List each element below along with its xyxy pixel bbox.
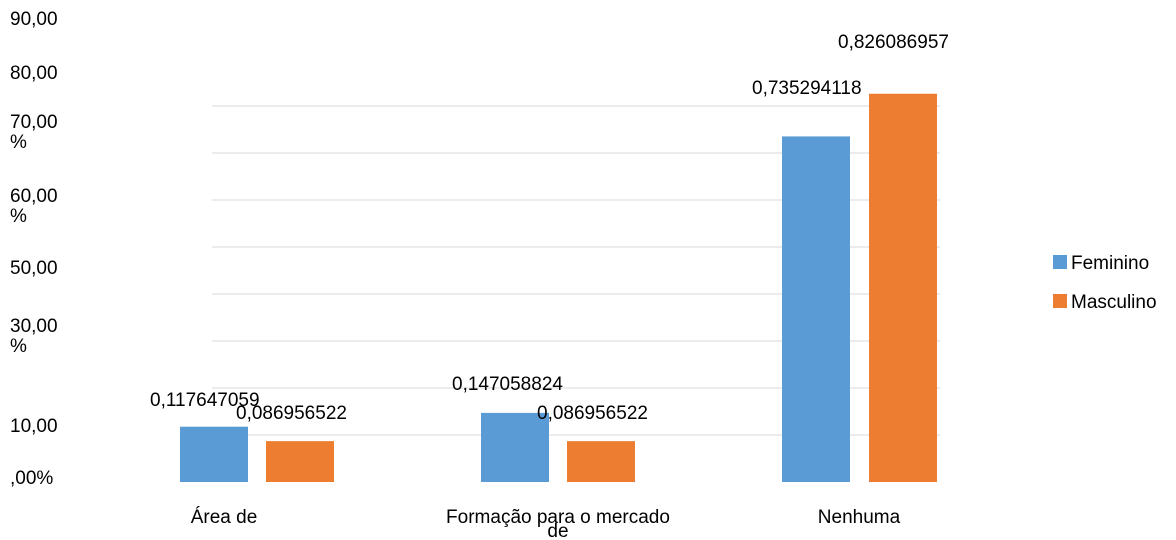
y-tick-label: 30,00%: [10, 316, 58, 357]
legend: Feminino Masculino: [1053, 253, 1157, 313]
bar-feminino-1: [180, 426, 248, 482]
data-label: 0,826086957: [838, 32, 949, 53]
legend-label: Feminino: [1071, 253, 1149, 274]
y-tick-label: 70,00%: [10, 112, 58, 153]
category-label: Formação para o mercado de: [446, 507, 670, 540]
bar-masculino-3: [869, 93, 937, 482]
category-label: Área de: [191, 507, 258, 528]
bar-feminino-2: [481, 412, 549, 482]
data-label: 0,086956522: [236, 403, 347, 424]
gridlines: [212, 105, 940, 436]
data-label: 0,117647059: [150, 390, 260, 411]
y-tick-label: 90,00: [10, 9, 58, 30]
legend-swatch-masculino: [1053, 294, 1067, 308]
y-tick-label: 80,00: [10, 63, 58, 84]
y-axis-tick-labels: 90,00 80,00 70,00 % 60,00 % 50,00 30,00 % 10,00 ,0…: [10, 9, 58, 489]
legend-label: Masculino: [1071, 292, 1157, 313]
data-label: 0,147058824: [452, 374, 563, 395]
bar-masculino-2: [567, 441, 635, 482]
bar-feminino-3: [782, 136, 850, 483]
bar-masculino-1: [266, 441, 334, 482]
legend-swatch-feminino: [1053, 255, 1067, 269]
data-label: 0,735294118: [752, 78, 862, 99]
category-label: Nenhuma: [818, 507, 901, 528]
data-labels: 0,117647059 0,147058824 0,735294118 0,08695…: [150, 32, 949, 424]
y-tick-label: ,00%: [10, 468, 53, 489]
x-axis-category-labels: Área de Formação para o mercado de Nenhuma: [191, 507, 901, 540]
y-tick-label: 50,00: [10, 258, 58, 279]
y-tick-label: 60,00%: [10, 186, 58, 227]
data-label: 0,086956522: [537, 403, 648, 424]
y-tick-label: 10,00: [10, 416, 58, 437]
bars: [180, 93, 937, 483]
